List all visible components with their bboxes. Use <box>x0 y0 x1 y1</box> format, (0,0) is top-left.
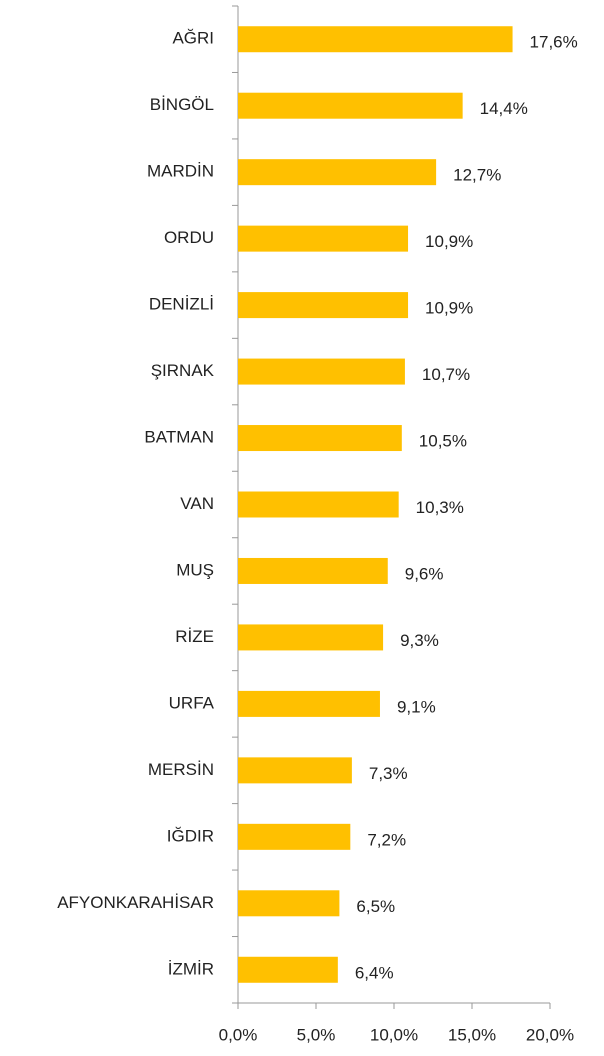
y-tick-label: MERSİN <box>148 760 214 779</box>
bar <box>238 557 388 584</box>
bar <box>238 890 340 917</box>
bar <box>238 757 352 784</box>
bar <box>238 292 409 319</box>
bar <box>238 624 384 651</box>
y-tick-label: MUŞ <box>176 560 214 579</box>
bar <box>238 92 463 119</box>
x-tick-label: 5,0% <box>297 1025 336 1044</box>
y-tick-label: MARDİN <box>147 162 214 181</box>
value-label: 9,1% <box>397 697 436 716</box>
y-tick-label: URFA <box>169 693 215 712</box>
y-tick-label: DENİZLİ <box>149 295 214 314</box>
x-tick-label: 0,0% <box>219 1025 258 1044</box>
value-label: 7,2% <box>367 830 406 849</box>
bar <box>238 26 513 53</box>
y-tick-label: AĞRI <box>172 29 214 48</box>
value-label: 7,3% <box>369 764 408 783</box>
bar <box>238 690 380 717</box>
bar <box>238 225 409 252</box>
value-label: 9,3% <box>400 631 439 650</box>
y-tick-label: BATMAN <box>144 428 214 447</box>
y-tick-label: İZMİR <box>168 959 214 978</box>
y-tick-label: ŞIRNAK <box>151 361 215 380</box>
x-tick-label: 10,0% <box>370 1025 418 1044</box>
value-label: 10,5% <box>419 432 467 451</box>
value-label: 10,9% <box>425 299 473 318</box>
value-label: 17,6% <box>530 33 578 52</box>
x-tick-label: 20,0% <box>526 1025 574 1044</box>
bar <box>238 956 338 983</box>
value-label: 6,4% <box>355 963 394 982</box>
value-label: 12,7% <box>453 166 501 185</box>
y-tick-label: AFYONKARAHİSAR <box>57 893 214 912</box>
y-tick-label: VAN <box>180 494 214 513</box>
bar <box>238 823 351 850</box>
value-label: 10,3% <box>416 498 464 517</box>
bar <box>238 425 402 452</box>
bar <box>238 358 405 385</box>
bar <box>238 491 399 518</box>
x-tick-label: 15,0% <box>448 1025 496 1044</box>
value-label: 14,4% <box>480 99 528 118</box>
value-label: 9,6% <box>405 564 444 583</box>
y-tick-label: IĞDIR <box>167 826 214 845</box>
y-tick-label: BİNGÖL <box>150 95 214 114</box>
value-label: 10,7% <box>422 365 470 384</box>
bar <box>238 159 437 186</box>
value-label: 6,5% <box>356 897 395 916</box>
value-label: 10,9% <box>425 232 473 251</box>
y-tick-label: RİZE <box>175 627 214 646</box>
y-tick-label: ORDU <box>164 228 214 247</box>
